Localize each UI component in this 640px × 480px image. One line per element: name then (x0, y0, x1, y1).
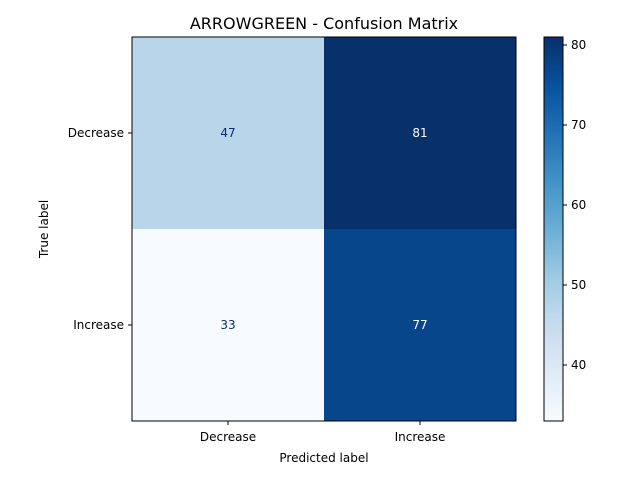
matrix-cell-labels: 47 81 33 77 (220, 126, 427, 332)
x-tick-label: Decrease (200, 430, 256, 444)
matrix-cells (132, 37, 516, 421)
cell-value-label-r0-c0: 47 (220, 126, 235, 140)
colorbar-ticks: 40 50 60 70 80 (563, 38, 586, 372)
x-axis-ticks: Decrease Increase (200, 421, 446, 444)
y-axis-ticks: Decrease Increase (68, 126, 132, 332)
x-tick-label: Increase (395, 430, 446, 444)
y-tick-label: Increase (73, 318, 124, 332)
cell-value-label-r0-c1: 81 (412, 126, 427, 140)
colorbar (543, 36, 564, 422)
cell-value-label-r1-c0: 33 (220, 318, 235, 332)
y-tick-label: Decrease (68, 126, 124, 140)
plot-frame (131, 36, 517, 422)
colorbar-tick-label: 80 (571, 38, 586, 52)
colorbar-tick-label: 50 (571, 278, 586, 292)
colorbar-tick-label: 60 (571, 198, 586, 212)
x-axis-label: Predicted label (279, 451, 368, 465)
y-axis-label: True label (37, 200, 51, 259)
chart-title: ARROWGREEN - Confusion Matrix (190, 14, 458, 33)
matrix-cell-r0-c0 (132, 37, 324, 229)
matrix-cell-r1-c0 (132, 229, 324, 421)
colorbar-tick-label: 40 (571, 358, 586, 372)
cell-value-label-r1-c1: 77 (412, 318, 427, 332)
colorbar-tick-label: 70 (571, 118, 586, 132)
matrix-cell-r0-c1 (324, 37, 516, 229)
matrix-cell-r1-c1 (324, 229, 516, 421)
